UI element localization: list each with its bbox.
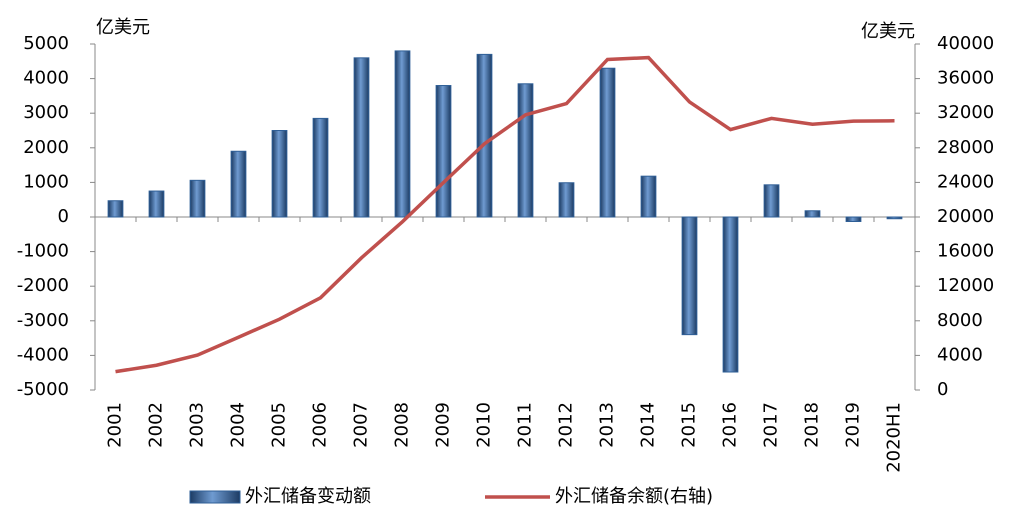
- legend-label: 外汇储备变动额: [245, 486, 371, 507]
- bar: [230, 150, 247, 218]
- bar: [476, 53, 493, 218]
- bar: [722, 216, 739, 373]
- bar: [517, 83, 534, 218]
- bar: [435, 85, 452, 218]
- y-tick-label: -2000: [17, 275, 69, 296]
- y-tick-label: -1000: [17, 241, 69, 262]
- y-tick-label: 5000: [23, 33, 69, 54]
- x-tick-label: 2020H1: [884, 402, 905, 473]
- bar: [845, 216, 862, 222]
- bar: [148, 190, 165, 218]
- x-tick-label: 2017: [761, 402, 782, 448]
- x-tick-label: 2005: [269, 402, 290, 448]
- x-tick-label: 2010: [474, 402, 495, 448]
- bar: [599, 67, 616, 218]
- y2-axis-label: 亿美元: [861, 21, 915, 42]
- x-tick-label: 2007: [351, 402, 372, 448]
- x-tick-label: 2004: [228, 402, 249, 448]
- x-tick-label: 2016: [720, 402, 741, 448]
- x-tick-label: 2011: [515, 402, 536, 448]
- bar: [312, 117, 329, 218]
- x-tick-label: 2003: [187, 402, 208, 448]
- x-tick-label: 2014: [638, 402, 659, 448]
- y-tick-label: 2000: [23, 137, 69, 158]
- y-tick-label: -3000: [17, 310, 69, 331]
- y2-tick-label: 40000: [937, 33, 994, 54]
- x-tick-label: 2012: [556, 402, 577, 448]
- bar: [271, 130, 288, 218]
- y2-tick-label: 36000: [937, 68, 994, 89]
- y2-tick-label: 16000: [937, 241, 994, 262]
- y-tick-label: 0: [58, 206, 69, 227]
- x-tick-label: 2013: [597, 402, 618, 448]
- x-tick-label: 2018: [802, 402, 823, 448]
- y2-tick-label: 32000: [937, 102, 994, 123]
- y2-tick-label: 20000: [937, 206, 994, 227]
- x-tick-label: 2019: [843, 402, 864, 448]
- bar: [886, 216, 903, 220]
- y-tick-label: -5000: [17, 379, 69, 400]
- y2-tick-label: 4000: [937, 344, 983, 365]
- y-axis-label: 亿美元: [96, 17, 150, 38]
- x-tick-label: 2001: [105, 402, 126, 448]
- bar: [640, 175, 657, 218]
- x-tick-label: 2006: [310, 402, 331, 448]
- legend-label: 外汇储备余额(右轴): [555, 486, 713, 507]
- bar: [558, 182, 575, 218]
- y2-tick-label: 8000: [937, 310, 983, 331]
- bar: [189, 179, 206, 218]
- x-tick-label: 2008: [392, 402, 413, 448]
- bar: [394, 50, 411, 218]
- bar: [681, 216, 698, 336]
- y2-tick-label: 12000: [937, 275, 994, 296]
- y2-tick-label: 0: [937, 379, 948, 400]
- bar: [353, 57, 370, 218]
- bar: [107, 200, 124, 218]
- x-tick-label: 2002: [146, 402, 167, 448]
- y-tick-label: -4000: [17, 344, 69, 365]
- x-tick-label: 2009: [433, 402, 454, 448]
- x-tick-label: 2015: [679, 402, 700, 448]
- bar: [763, 184, 780, 218]
- y2-tick-label: 28000: [937, 137, 994, 158]
- line: [115, 55, 895, 374]
- y2-tick-label: 24000: [937, 171, 994, 192]
- legend-swatch: [189, 490, 241, 504]
- y-tick-label: 4000: [23, 68, 69, 89]
- y-tick-label: 1000: [23, 171, 69, 192]
- bar: [804, 210, 821, 218]
- y-tick-label: 3000: [23, 102, 69, 123]
